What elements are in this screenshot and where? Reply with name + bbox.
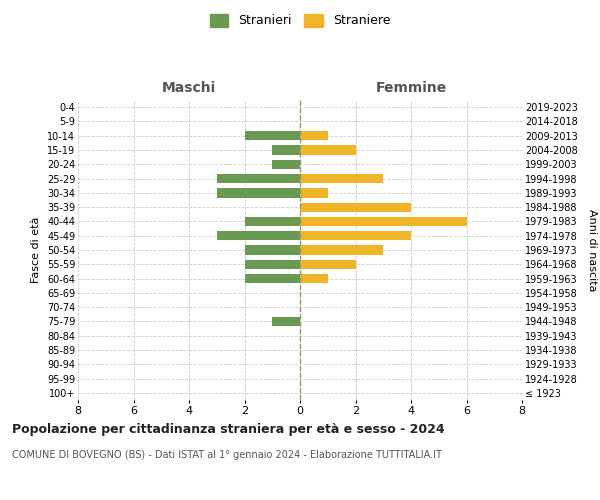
Bar [300,131,328,140]
Y-axis label: Anni di nascita: Anni di nascita [587,209,597,291]
Bar [300,260,356,269]
Bar [300,217,467,226]
Text: Maschi: Maschi [162,81,216,95]
Text: Popolazione per cittadinanza straniera per età e sesso - 2024: Popolazione per cittadinanza straniera p… [12,422,445,436]
Bar [245,260,300,269]
Bar [245,217,300,226]
Bar [300,174,383,183]
Bar [300,202,411,212]
Text: Femmine: Femmine [376,81,446,95]
Bar [272,146,300,154]
Bar [245,246,300,254]
Bar [245,131,300,140]
Bar [245,274,300,283]
Text: COMUNE DI BOVEGNO (BS) - Dati ISTAT al 1° gennaio 2024 - Elaborazione TUTTITALIA: COMUNE DI BOVEGNO (BS) - Dati ISTAT al 1… [12,450,442,460]
Bar [300,231,411,240]
Bar [300,188,328,198]
Bar [300,146,356,154]
Bar [217,231,300,240]
Bar [272,160,300,169]
Y-axis label: Fasce di età: Fasce di età [31,217,41,283]
Bar [217,174,300,183]
Legend: Stranieri, Straniere: Stranieri, Straniere [205,8,395,32]
Bar [300,274,328,283]
Bar [272,317,300,326]
Bar [300,246,383,254]
Bar [217,188,300,198]
